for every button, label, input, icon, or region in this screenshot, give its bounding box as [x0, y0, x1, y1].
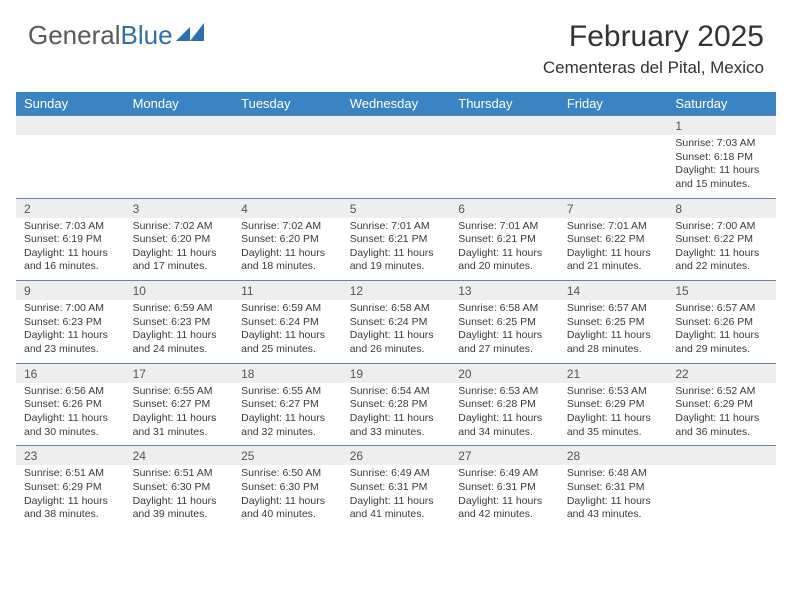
info-row: Sunrise: 6:56 AMSunset: 6:26 PMDaylight:… [16, 383, 776, 446]
date-cell [559, 116, 668, 136]
info-cell: Sunrise: 6:49 AMSunset: 6:31 PMDaylight:… [342, 465, 451, 528]
date-cell: 9 [16, 281, 125, 301]
date-cell: 19 [342, 363, 451, 383]
info-cell: Sunrise: 6:57 AMSunset: 6:25 PMDaylight:… [559, 300, 668, 363]
date-row: 1 [16, 116, 776, 136]
date-cell [16, 116, 125, 136]
date-cell: 21 [559, 363, 668, 383]
date-cell [450, 116, 559, 136]
info-cell: Sunrise: 7:01 AMSunset: 6:21 PMDaylight:… [450, 218, 559, 281]
info-cell [450, 135, 559, 198]
header: GeneralBlue February 2025 Cementeras del… [0, 0, 792, 86]
info-cell: Sunrise: 6:53 AMSunset: 6:28 PMDaylight:… [450, 383, 559, 446]
location: Cementeras del Pital, Mexico [543, 58, 764, 78]
month-title: February 2025 [543, 20, 764, 54]
date-cell: 25 [233, 446, 342, 466]
info-cell: Sunrise: 6:56 AMSunset: 6:26 PMDaylight:… [16, 383, 125, 446]
title-block: February 2025 Cementeras del Pital, Mexi… [543, 20, 764, 78]
calendar-table: Sunday Monday Tuesday Wednesday Thursday… [16, 92, 776, 528]
date-cell [667, 446, 776, 466]
info-cell: Sunrise: 6:54 AMSunset: 6:28 PMDaylight:… [342, 383, 451, 446]
date-cell: 26 [342, 446, 451, 466]
date-cell: 1 [667, 116, 776, 136]
date-cell: 20 [450, 363, 559, 383]
date-cell: 15 [667, 281, 776, 301]
info-cell: Sunrise: 7:01 AMSunset: 6:21 PMDaylight:… [342, 218, 451, 281]
info-cell: Sunrise: 6:51 AMSunset: 6:30 PMDaylight:… [125, 465, 234, 528]
weekday-tue: Tuesday [233, 92, 342, 116]
info-cell: Sunrise: 7:00 AMSunset: 6:23 PMDaylight:… [16, 300, 125, 363]
weekday-fri: Friday [559, 92, 668, 116]
info-cell: Sunrise: 6:53 AMSunset: 6:29 PMDaylight:… [559, 383, 668, 446]
info-cell: Sunrise: 6:50 AMSunset: 6:30 PMDaylight:… [233, 465, 342, 528]
date-cell: 14 [559, 281, 668, 301]
date-cell: 12 [342, 281, 451, 301]
info-cell: Sunrise: 7:03 AMSunset: 6:18 PMDaylight:… [667, 135, 776, 198]
logo: GeneralBlue [28, 20, 204, 51]
date-cell [125, 116, 234, 136]
info-cell: Sunrise: 6:59 AMSunset: 6:24 PMDaylight:… [233, 300, 342, 363]
date-cell: 28 [559, 446, 668, 466]
date-cell: 22 [667, 363, 776, 383]
date-cell: 18 [233, 363, 342, 383]
date-row: 16171819202122 [16, 363, 776, 383]
weekday-mon: Monday [125, 92, 234, 116]
info-cell [125, 135, 234, 198]
date-cell: 16 [16, 363, 125, 383]
date-cell [342, 116, 451, 136]
info-cell [559, 135, 668, 198]
logo-text-2: Blue [121, 20, 173, 51]
info-cell: Sunrise: 7:03 AMSunset: 6:19 PMDaylight:… [16, 218, 125, 281]
info-cell: Sunrise: 6:59 AMSunset: 6:23 PMDaylight:… [125, 300, 234, 363]
info-cell: Sunrise: 7:02 AMSunset: 6:20 PMDaylight:… [233, 218, 342, 281]
date-cell: 24 [125, 446, 234, 466]
date-cell: 5 [342, 198, 451, 218]
weekday-sat: Saturday [667, 92, 776, 116]
info-cell: Sunrise: 6:55 AMSunset: 6:27 PMDaylight:… [233, 383, 342, 446]
date-cell: 11 [233, 281, 342, 301]
info-row: Sunrise: 7:00 AMSunset: 6:23 PMDaylight:… [16, 300, 776, 363]
info-cell: Sunrise: 6:58 AMSunset: 6:25 PMDaylight:… [450, 300, 559, 363]
info-cell: Sunrise: 7:01 AMSunset: 6:22 PMDaylight:… [559, 218, 668, 281]
info-cell: Sunrise: 6:52 AMSunset: 6:29 PMDaylight:… [667, 383, 776, 446]
date-cell: 2 [16, 198, 125, 218]
date-cell: 7 [559, 198, 668, 218]
weekday-wed: Wednesday [342, 92, 451, 116]
info-cell [16, 135, 125, 198]
date-cell: 3 [125, 198, 234, 218]
date-cell: 17 [125, 363, 234, 383]
logo-text-1: General [28, 20, 121, 51]
info-cell: Sunrise: 7:00 AMSunset: 6:22 PMDaylight:… [667, 218, 776, 281]
info-cell: Sunrise: 6:49 AMSunset: 6:31 PMDaylight:… [450, 465, 559, 528]
info-row: Sunrise: 7:03 AMSunset: 6:19 PMDaylight:… [16, 218, 776, 281]
date-cell: 6 [450, 198, 559, 218]
date-cell: 13 [450, 281, 559, 301]
date-cell: 8 [667, 198, 776, 218]
logo-icon [176, 17, 204, 48]
date-cell [233, 116, 342, 136]
info-cell: Sunrise: 6:58 AMSunset: 6:24 PMDaylight:… [342, 300, 451, 363]
date-cell: 27 [450, 446, 559, 466]
date-cell: 4 [233, 198, 342, 218]
date-cell: 23 [16, 446, 125, 466]
info-row: Sunrise: 6:51 AMSunset: 6:29 PMDaylight:… [16, 465, 776, 528]
date-cell: 10 [125, 281, 234, 301]
info-cell: Sunrise: 6:55 AMSunset: 6:27 PMDaylight:… [125, 383, 234, 446]
info-row: Sunrise: 7:03 AMSunset: 6:18 PMDaylight:… [16, 135, 776, 198]
info-cell: Sunrise: 7:02 AMSunset: 6:20 PMDaylight:… [125, 218, 234, 281]
date-row: 9101112131415 [16, 281, 776, 301]
info-cell [667, 465, 776, 528]
weekday-sun: Sunday [16, 92, 125, 116]
weekday-header-row: Sunday Monday Tuesday Wednesday Thursday… [16, 92, 776, 116]
info-cell: Sunrise: 6:48 AMSunset: 6:31 PMDaylight:… [559, 465, 668, 528]
info-cell: Sunrise: 6:51 AMSunset: 6:29 PMDaylight:… [16, 465, 125, 528]
info-cell [233, 135, 342, 198]
weekday-thu: Thursday [450, 92, 559, 116]
info-cell [342, 135, 451, 198]
date-row: 232425262728 [16, 446, 776, 466]
date-row: 2345678 [16, 198, 776, 218]
info-cell: Sunrise: 6:57 AMSunset: 6:26 PMDaylight:… [667, 300, 776, 363]
